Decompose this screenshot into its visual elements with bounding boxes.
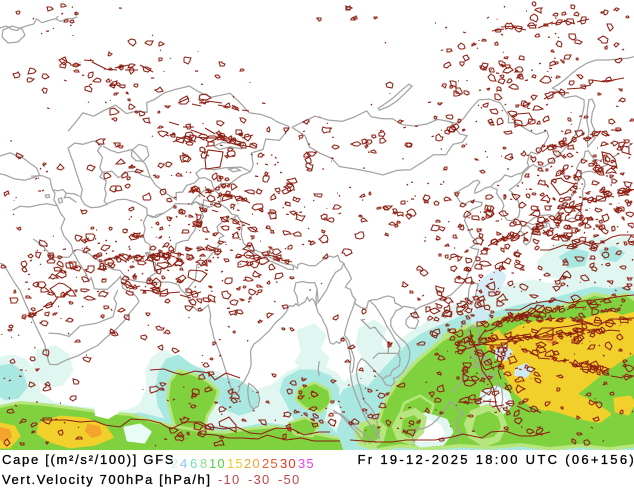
svg-text:4: 4 (180, 456, 188, 471)
svg-text:-30: -30 (248, 472, 270, 487)
svg-text:15: 15 (227, 456, 244, 471)
svg-text:20: 20 (244, 456, 261, 471)
svg-text:Vert.Velocity 700hPa [hPa/h]: Vert.Velocity 700hPa [hPa/h] (2, 472, 212, 487)
svg-text:6: 6 (190, 456, 198, 471)
svg-text:-10: -10 (218, 472, 240, 487)
svg-text:Cape [(m²/s²/100)] GFS: Cape [(m²/s²/100)] GFS (2, 452, 175, 467)
svg-text:Fr 19-12-2025 18:00 UTC (06+15: Fr 19-12-2025 18:00 UTC (06+156) (358, 452, 634, 467)
svg-text:10: 10 (209, 456, 226, 471)
svg-text:8: 8 (200, 456, 208, 471)
svg-text:25: 25 (262, 456, 279, 471)
svg-text:-50: -50 (278, 472, 300, 487)
svg-text:30: 30 (280, 456, 297, 471)
svg-text:35: 35 (298, 456, 315, 471)
svg-text:2: 2 (171, 456, 179, 471)
